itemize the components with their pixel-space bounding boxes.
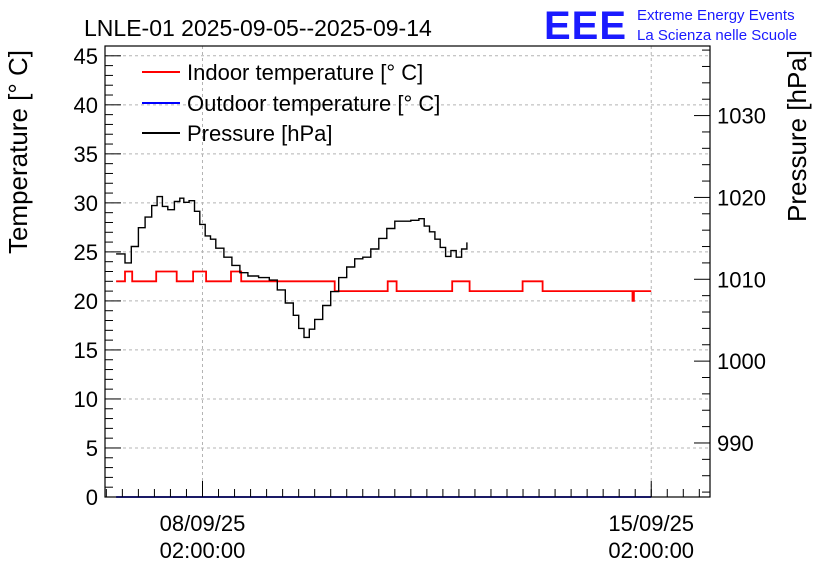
legend-label-pressure: Pressure [hPa] [187, 121, 333, 146]
y-tick-label: 5 [86, 436, 98, 461]
y-tick-label: 45 [74, 44, 98, 69]
grid-lines [105, 46, 710, 497]
axes [104, 45, 711, 498]
legend: Indoor temperature [° C] Outdoor tempera… [142, 60, 440, 146]
series-line-2 [116, 195, 468, 339]
tick-labels: 0 5 10 15 20 25 30 35 40 45 990 1000 1010 1020 1030 08/… [74, 44, 766, 563]
eee-logo: EEE [544, 4, 627, 48]
org-name-line1: Extreme Energy Events [637, 7, 795, 24]
x-tick-time-label: 02:00:00 [160, 538, 246, 563]
y-tick-label: 0 [86, 485, 98, 510]
y2-tick-label: 1010 [717, 267, 766, 292]
y-tick-label: 25 [74, 240, 98, 265]
legend-label-outdoor: Outdoor temperature [° C] [187, 91, 440, 116]
y-tick-label: 40 [74, 93, 98, 118]
x-tick-date-label: 08/09/25 [160, 511, 246, 536]
y-axis-label: Temperature [° C] [3, 50, 33, 254]
y-tick-label: 10 [74, 387, 98, 412]
chart-title: LNLE-01 2025-09-05--2025-09-14 [84, 15, 432, 41]
y-tick-label: 35 [74, 142, 98, 167]
y2-tick-label: 1020 [717, 185, 766, 210]
y-tick-label: 30 [74, 191, 98, 216]
y2-tick-label: 1000 [717, 349, 766, 374]
y2-tick-label: 990 [717, 431, 754, 456]
series-line-0 [116, 270, 652, 302]
y-tick-label: 20 [74, 289, 98, 314]
y2-axis-label: Pressure [hPa] [782, 50, 812, 222]
x-tick-date-label: 15/09/25 [608, 511, 694, 536]
org-name-line2: La Scienza nelle Scuole [637, 27, 797, 44]
x-tick-time-label: 02:00:00 [608, 538, 694, 563]
y2-tick-label: 1030 [717, 104, 766, 129]
legend-label-indoor: Indoor temperature [° C] [187, 60, 423, 85]
y-tick-label: 15 [74, 338, 98, 363]
